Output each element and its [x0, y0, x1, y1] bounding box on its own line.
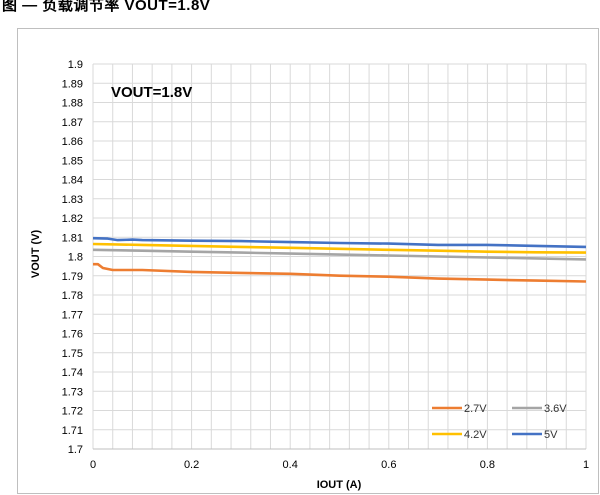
legend: 2.7V 3.6V 4.2V 5V	[432, 403, 567, 441]
y-tick-label: 1.9	[68, 59, 83, 71]
y-tick-label: 1.71	[62, 425, 83, 437]
grid-lines	[92, 63, 587, 450]
y-tick-label: 1.7	[68, 444, 83, 456]
y-tick-label: 1.77	[62, 309, 83, 321]
series-lines	[92, 236, 587, 283]
x-tick-label: 0.4	[283, 459, 298, 471]
y-tick-label: 1.88	[62, 98, 83, 110]
y-tick-label: 1.74	[62, 367, 83, 379]
y-axis-title: VOUT (V)	[30, 230, 42, 279]
series-line-2_7V	[93, 262, 587, 283]
x-tick-label: 1	[583, 459, 589, 471]
x-tick-label: 0.6	[381, 459, 396, 471]
y-tick-label: 1.73	[62, 386, 83, 398]
legend-label: 3.6V	[544, 403, 567, 415]
legend-label: 2.7V	[464, 403, 487, 415]
annotation-vout: VOUT=1.8V	[111, 84, 192, 101]
y-tick-label: 1.82	[62, 213, 83, 225]
y-tick-label: 1.81	[62, 232, 83, 244]
series-line-3_6V	[92, 248, 587, 261]
y-tick-label: 1.75	[62, 348, 83, 360]
legend-label: 4.2V	[464, 429, 487, 441]
y-tick-label: 1.78	[62, 290, 83, 302]
y-tick-label: 1.89	[62, 78, 83, 90]
y-tick-label: 1.84	[62, 175, 83, 187]
y-tick-label: 1.76	[62, 329, 83, 341]
y-tick-label: 1.87	[62, 117, 83, 129]
x-tick-label: 0.8	[480, 459, 495, 471]
y-axis-tick-labels: 1.7 1.71 1.72 1.73 1.74 1.75 1.76 1.77 1.78 1.79 1…	[62, 59, 83, 456]
y-tick-label: 1.85	[62, 155, 83, 167]
series-line-4_2V	[92, 242, 587, 254]
y-tick-label: 1.83	[62, 194, 83, 206]
x-axis-tick-labels: 0 0.2 0.4 0.6 0.8 1	[90, 459, 589, 471]
x-axis-title: IOUT (A)	[317, 479, 362, 491]
x-tick-label: 0	[90, 459, 96, 471]
y-tick-label: 1.86	[62, 136, 83, 148]
series-line-5V	[92, 236, 587, 249]
figure-caption: 图 — 负载调节率 VOUT=1.8V	[2, 0, 211, 14]
chart-frame	[17, 28, 599, 494]
y-tick-label: 1.79	[62, 271, 83, 283]
y-tick-label: 1.72	[62, 406, 83, 418]
y-tick-label: 1.8	[68, 252, 83, 264]
legend-label: 5V	[544, 429, 558, 441]
x-tick-label: 0.2	[184, 459, 199, 471]
